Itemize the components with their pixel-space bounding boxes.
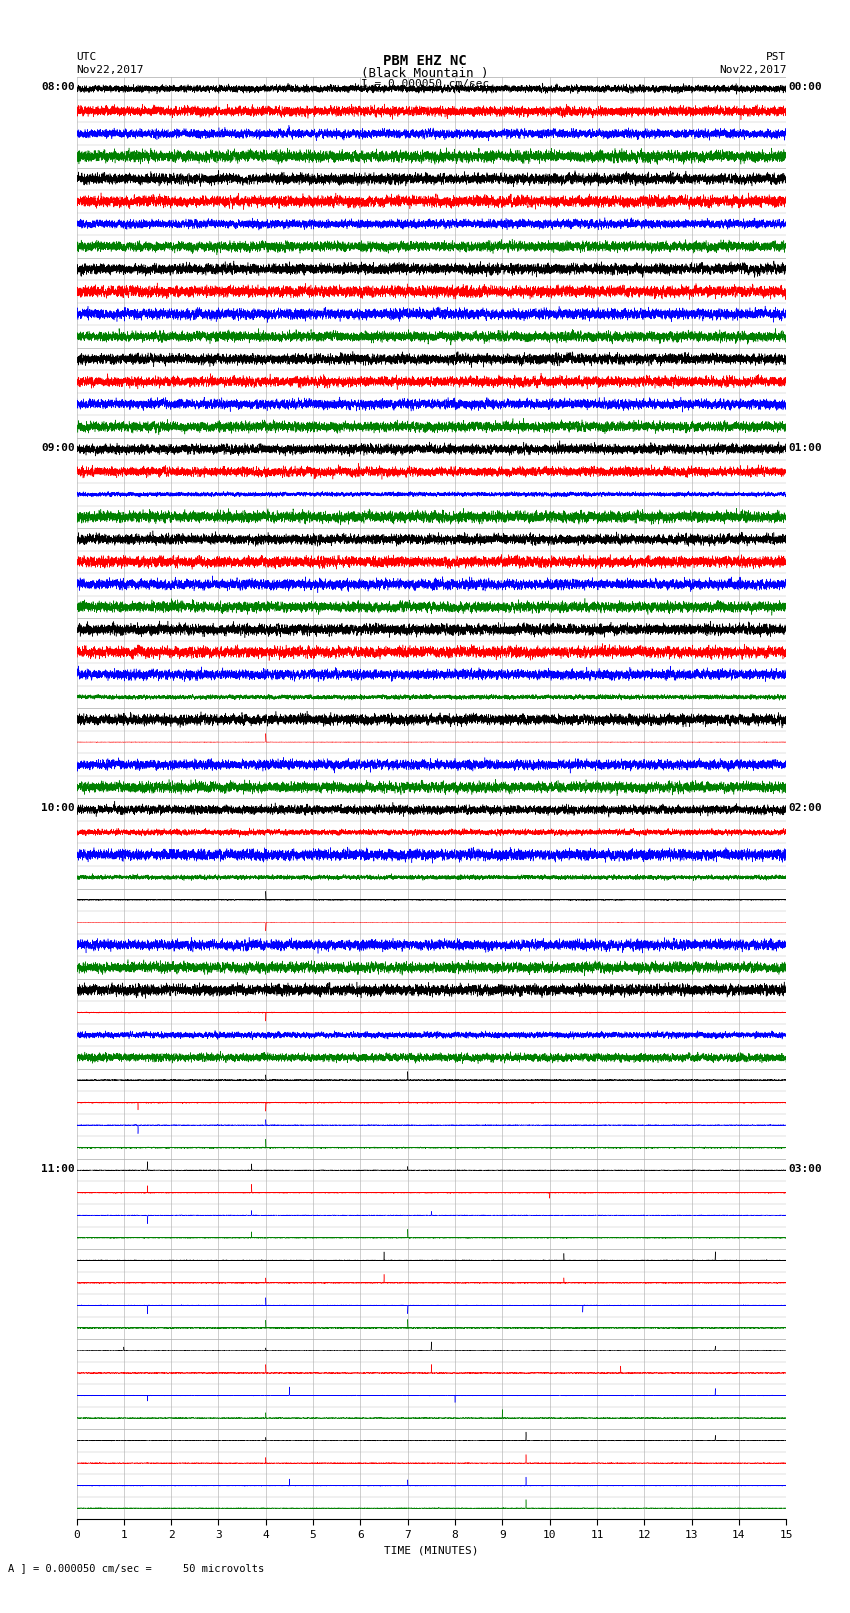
Text: 01:00: 01:00 [789,444,823,453]
Text: (Black Mountain ): (Black Mountain ) [361,66,489,81]
Text: 09:00: 09:00 [41,444,75,453]
Text: 00:00: 00:00 [789,82,823,92]
Text: PST: PST [766,52,786,61]
Text: Nov22,2017: Nov22,2017 [76,65,144,74]
Text: PBM EHZ NC: PBM EHZ NC [383,53,467,68]
Text: 08:00: 08:00 [41,82,75,92]
Text: 03:00: 03:00 [789,1165,823,1174]
Text: 10:00: 10:00 [41,803,75,813]
Text: A ] = 0.000050 cm/sec =     50 microvolts: A ] = 0.000050 cm/sec = 50 microvolts [8,1563,264,1573]
Text: 11:00: 11:00 [41,1165,75,1174]
Text: UTC: UTC [76,52,97,61]
X-axis label: TIME (MINUTES): TIME (MINUTES) [384,1545,479,1555]
Text: Nov22,2017: Nov22,2017 [719,65,786,74]
Text: 02:00: 02:00 [789,803,823,813]
Text: I = 0.000050 cm/sec: I = 0.000050 cm/sec [361,79,489,89]
